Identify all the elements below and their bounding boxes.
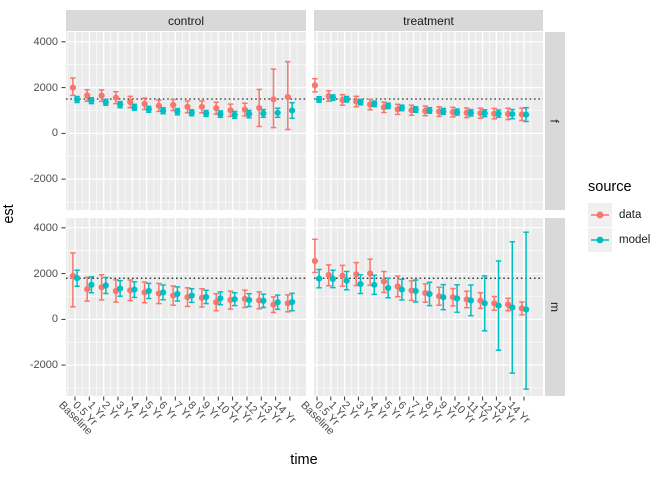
y-tick-label: -2000 [29,173,58,186]
legend-key-data-icon [588,202,612,227]
facet-strip-f-label: f [548,119,562,123]
y-tick-label: 2000 [33,81,58,94]
facet-strip-treatment-label: treatment [403,13,454,28]
legend-item-data: data [588,202,650,227]
y-tick-label: 4000 [33,35,58,48]
y-tick-label: 4000 [33,221,58,234]
facet-strip-treatment: treatment [314,10,543,31]
legend: source data model [588,179,650,252]
legend-title: source [588,179,632,195]
facet-strip-m-label: m [548,302,562,312]
x-axis-title: time [290,452,318,468]
y-tick-label: 0 [51,313,58,326]
facet-strip-control-label: control [167,13,205,28]
y-tick-label: 0 [51,127,58,140]
facet-strip-f: f [545,32,565,210]
legend-label-data: data [619,208,642,221]
y-tick-label: -2000 [29,359,58,372]
y-axis-title: est [1,204,17,224]
y-tick-label: 2000 [33,267,58,280]
facet-strip-m: m [545,218,565,396]
legend-key-model-icon [588,227,612,252]
legend-label-model: model [619,233,651,246]
facet-strip-control: control [66,10,306,31]
legend-item-model: model [588,227,650,252]
